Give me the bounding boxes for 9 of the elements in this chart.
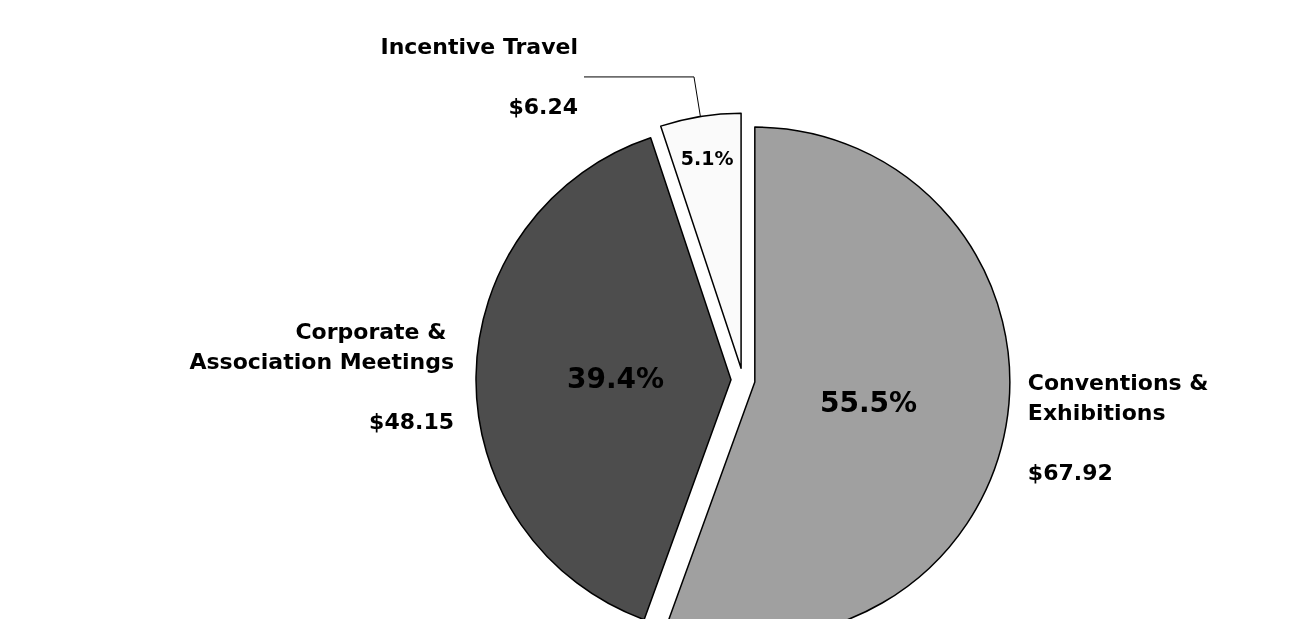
text: 5.1%: [680, 147, 734, 170]
slice-label: Incentive Travel: [380, 34, 579, 60]
text: 55.5%: [820, 385, 918, 419]
data-label: $48.15: [369, 408, 455, 434]
slice-label: Conventions & Exhibitions: [1027, 370, 1217, 426]
slice-label: Corporate & Association Meetings: [189, 318, 455, 374]
data-label: $6.24: [508, 94, 579, 120]
data-label: $67.92: [1027, 460, 1113, 486]
text: 39.4%: [566, 361, 665, 395]
